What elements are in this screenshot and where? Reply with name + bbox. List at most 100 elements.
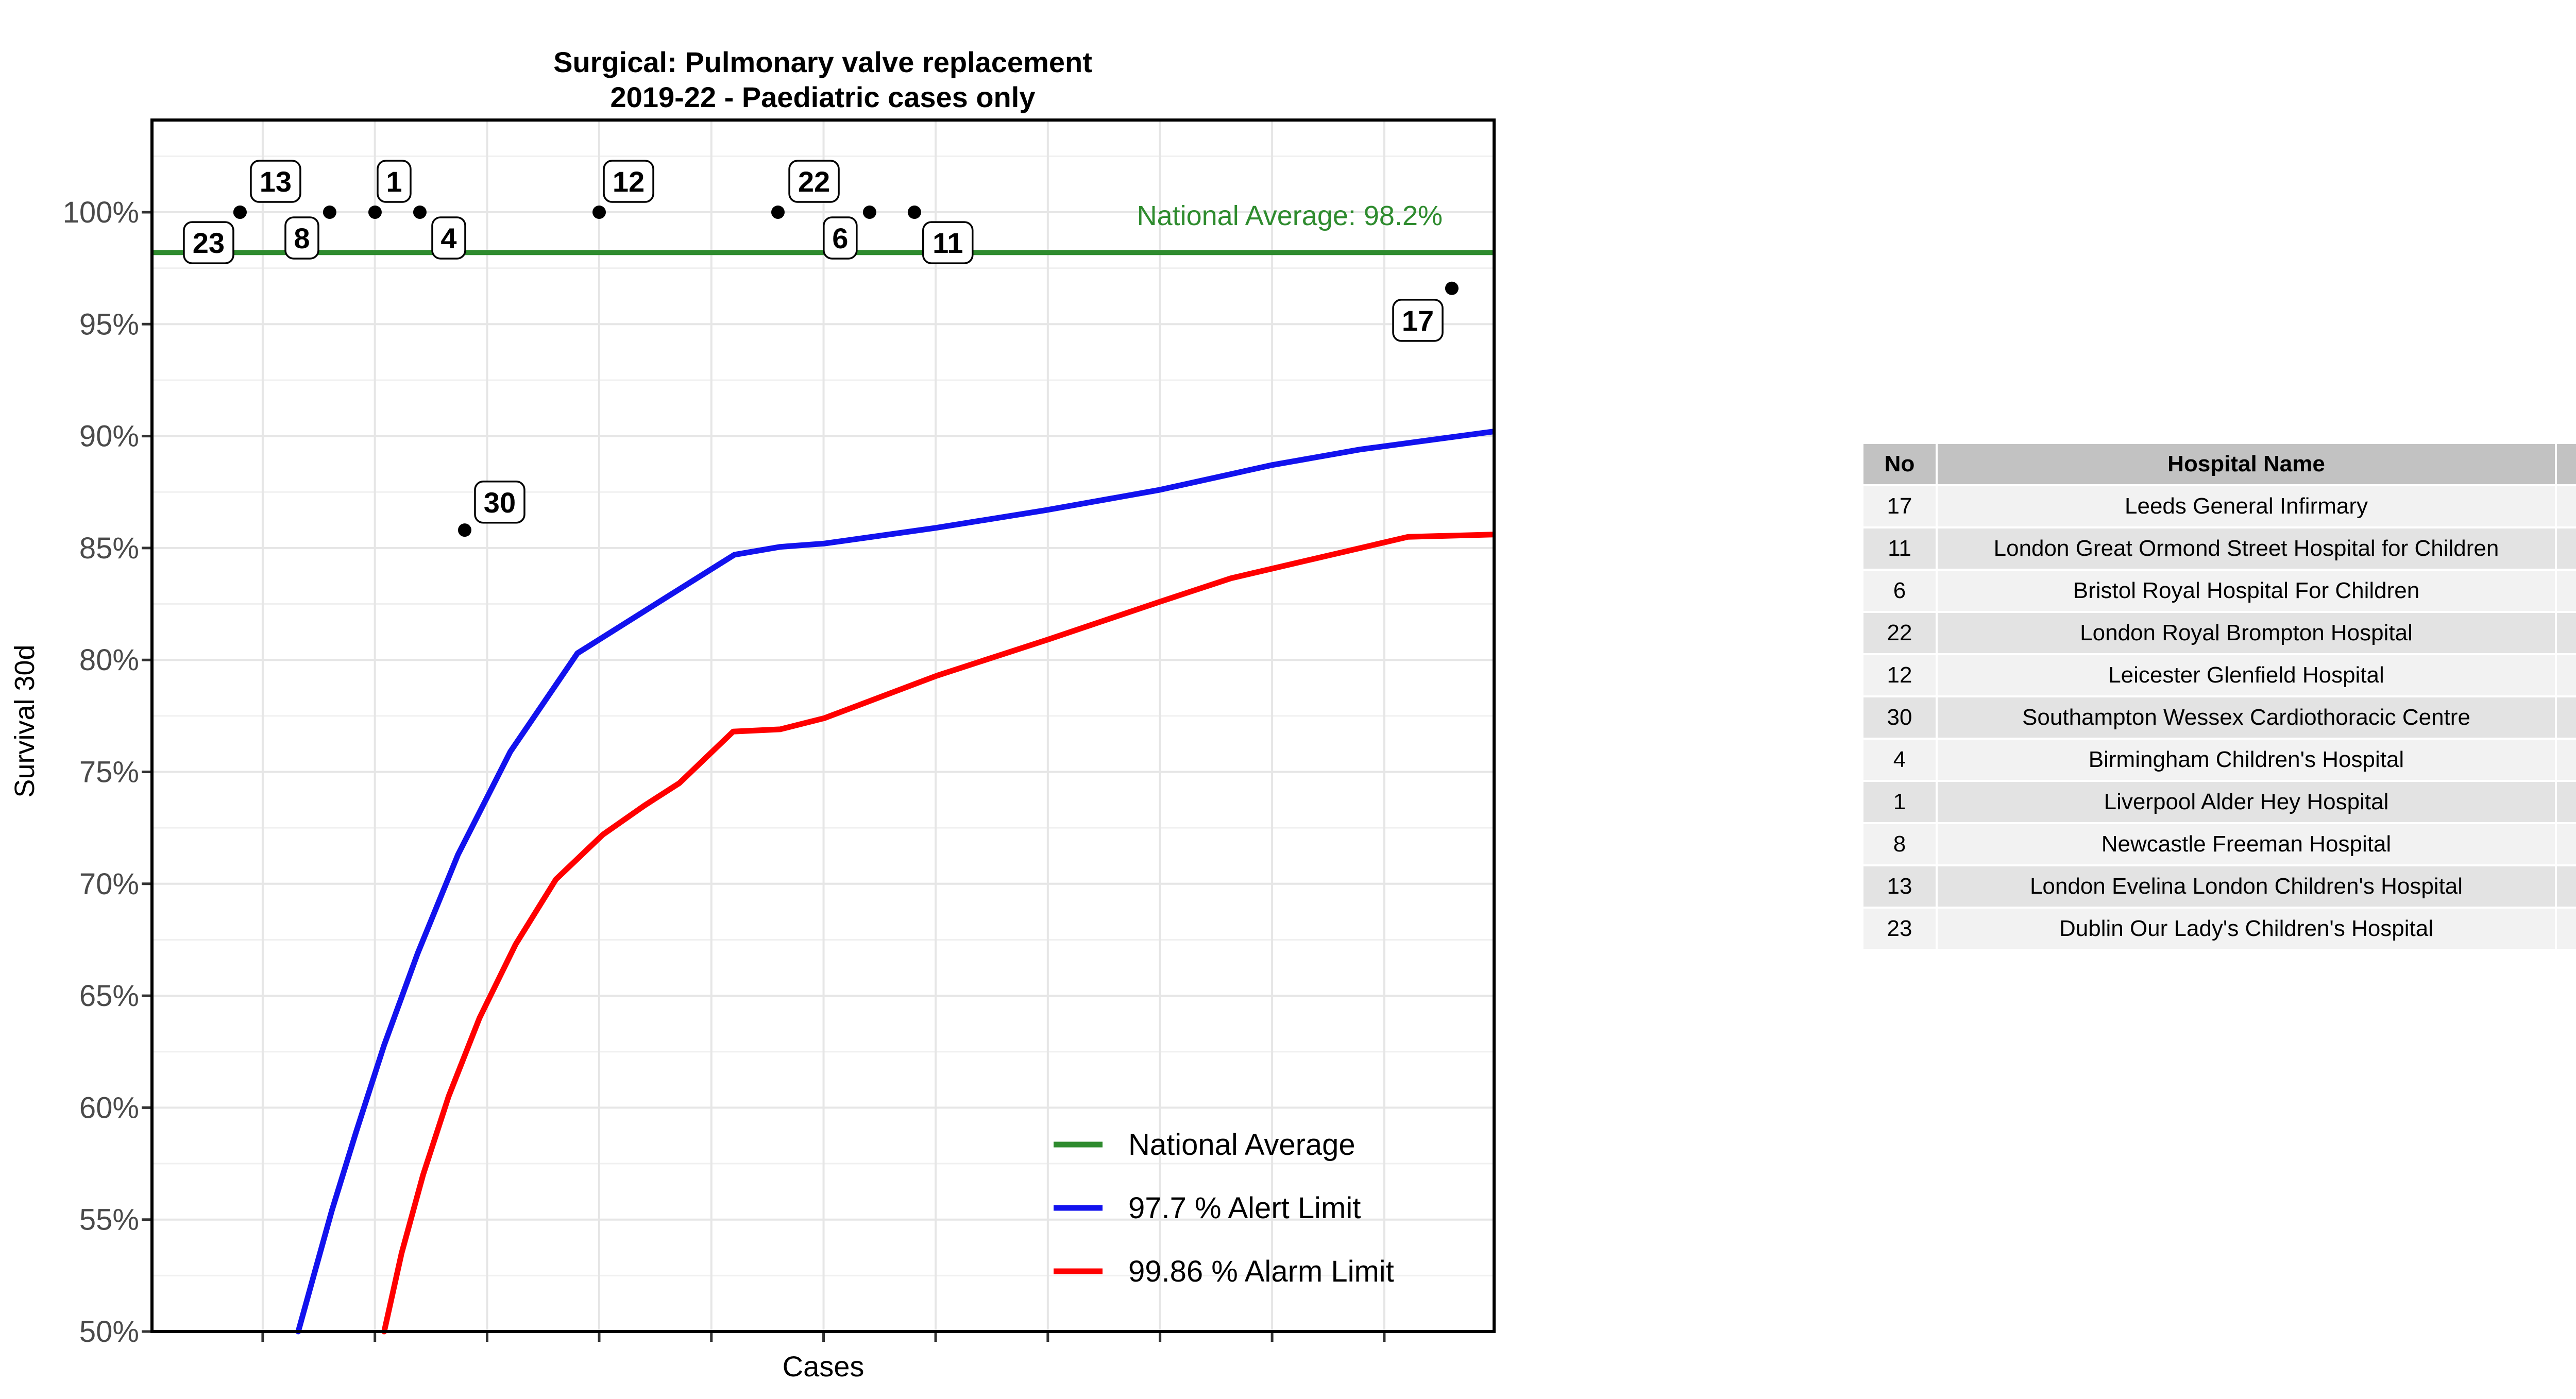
table-header-name: Hospital Name <box>1938 444 2555 484</box>
hospital-label-text-8: 8 <box>294 222 310 254</box>
hospital-label-box-30 <box>474 481 526 524</box>
y-tick-label: 70% <box>79 867 139 901</box>
table-cell-name: Leicester Glenfield Hospital <box>1938 655 2555 695</box>
hospital-label-box-8 <box>284 216 319 260</box>
table-cell-name: London Royal Brompton Hospital <box>1938 613 2555 653</box>
table-header-survival: Survival 30d <box>2557 444 2576 484</box>
hospital-label-text-1: 1 <box>386 165 402 198</box>
hospital-point-labels: 23 138 1 4 12 226 11 30 17 <box>183 160 1444 524</box>
hospital-label-text-22: 22 <box>798 165 830 198</box>
hospital-label-text-12: 12 <box>613 165 645 198</box>
y-tick-label: 80% <box>79 643 139 677</box>
table-cell-name: Liverpool Alder Hey Hospital <box>1938 782 2555 822</box>
y-tick-label: 90% <box>79 420 139 453</box>
table-cell-survival: 100% <box>2557 866 2576 907</box>
legend-label-alarm-limit: 99.86 % Alarm Limit <box>1128 1255 1394 1288</box>
y-tick-label: 85% <box>79 532 139 565</box>
gridlines <box>152 120 1494 1333</box>
table-cell-survival: 86% <box>2557 697 2576 738</box>
table-cell-survival: 100% <box>2557 655 2576 695</box>
table-cell-no: 23 <box>1863 909 1936 949</box>
table-cell-name: Dublin Our Lady's Children's Hospital <box>1938 909 2555 949</box>
hospital-label-box-13 <box>250 160 301 203</box>
hospital-point-11 <box>907 206 921 219</box>
hospital-point-30 <box>457 523 471 537</box>
axis-ticks: 50% 55% 60% 65% 70% 75% 80% 85% 90% 95% 100% <box>63 196 1386 1349</box>
table-cell-survival: 100% <box>2557 909 2576 949</box>
hospital-label-box-22 <box>788 160 840 203</box>
table-cell-no: 22 <box>1863 613 1936 653</box>
hospital-label-text-23: 23 <box>193 227 225 259</box>
hospital-label-text-4: 4 <box>440 222 456 254</box>
table-header-no: No <box>1863 444 1936 484</box>
table-cell-no: 8 <box>1863 824 1936 864</box>
table-header-row: No Hospital Name Survival 30d <box>1863 444 2576 484</box>
table-cell-survival: 100% <box>2557 528 2576 569</box>
hospital-point-6 <box>862 206 876 219</box>
table-row-13: 13 London Evelina London Children's Hospi… <box>1863 866 2576 907</box>
x-axis-title: Cases <box>783 1350 865 1383</box>
hospital-label-box-4 <box>431 216 466 260</box>
y-tick-label: 60% <box>79 1091 139 1124</box>
table-cell-name: Leeds General Infirmary <box>1938 486 2555 526</box>
hospital-points <box>233 206 1459 537</box>
table-cell-no: 13 <box>1863 866 1936 907</box>
chart-legend: National Average 97.7 % Alert Limit 99.8… <box>1054 1128 1394 1288</box>
table-cell-name: Southampton Wessex Cardiothoracic Centre <box>1938 697 2555 738</box>
hospital-point-4 <box>413 206 427 219</box>
hospital-point-1 <box>368 206 382 219</box>
table-cell-name: Birmingham Children's Hospital <box>1938 740 2555 780</box>
y-tick-label: 50% <box>79 1315 139 1349</box>
hospital-label-text-13: 13 <box>260 165 292 198</box>
table-cell-survival: 97% <box>2557 486 2576 526</box>
y-axis-title: Survival 30d <box>9 644 40 797</box>
table-cell-name: Newcastle Freeman Hospital <box>1938 824 2555 864</box>
table-cell-survival: 100% <box>2557 740 2576 780</box>
hospital-label-box-17 <box>1392 299 1444 342</box>
legend-label-national-average: National Average <box>1128 1128 1355 1162</box>
y-tick-label: 55% <box>79 1203 139 1237</box>
hospital-label-text-17: 17 <box>1402 304 1434 337</box>
table-cell-name: London Evelina London Children's Hospita… <box>1938 866 2555 907</box>
hospital-label-text-30: 30 <box>484 486 516 519</box>
table-cell-survival: 100% <box>2557 571 2576 611</box>
hospital-point-17 <box>1445 281 1459 295</box>
table-cell-survival: 100% <box>2557 782 2576 822</box>
hospital-point-8 <box>323 206 336 219</box>
table-cell-no: 11 <box>1863 528 1936 569</box>
hospital-label-box-1 <box>377 160 412 203</box>
hospital-label-box-12 <box>603 160 654 203</box>
table-cell-name: London Great Ormond Street Hospital for … <box>1938 528 2555 569</box>
hospital-label-box-6 <box>823 216 858 260</box>
alarm-limit-curve <box>381 532 1496 1335</box>
table-cell-no: 6 <box>1863 571 1936 611</box>
table-cell-no: 17 <box>1863 486 1936 526</box>
legend-label-alert-limit: 97.7 % Alert Limit <box>1128 1191 1361 1225</box>
y-tick-label: 65% <box>79 979 139 1013</box>
hospital-point-12 <box>592 206 606 219</box>
hospital-point-13 <box>233 206 247 219</box>
hospital-label-box-11 <box>922 221 974 264</box>
national-average-annotation: National Average: 98.2% <box>1137 200 1443 231</box>
survival-chart: Surgical: Pulmonary valve replacement 20… <box>9 46 1496 1383</box>
table-row-30: 30 Southampton Wessex Cardiothoracic Cent… <box>1863 697 2576 738</box>
table-cell-no: 12 <box>1863 655 1936 695</box>
alert-limit-curve <box>295 429 1496 1335</box>
table-cell-no: 30 <box>1863 697 1936 738</box>
y-tick-label: 75% <box>79 756 139 789</box>
limit-curves <box>152 250 1496 1335</box>
hospital-label-text-6: 6 <box>832 222 848 254</box>
plot-panel-border <box>150 118 1496 1333</box>
hospital-label-box-23 <box>183 221 234 264</box>
table-cell-no: 4 <box>1863 740 1936 780</box>
table-cell-no: 1 <box>1863 782 1936 822</box>
hospital-point-22 <box>771 206 785 219</box>
